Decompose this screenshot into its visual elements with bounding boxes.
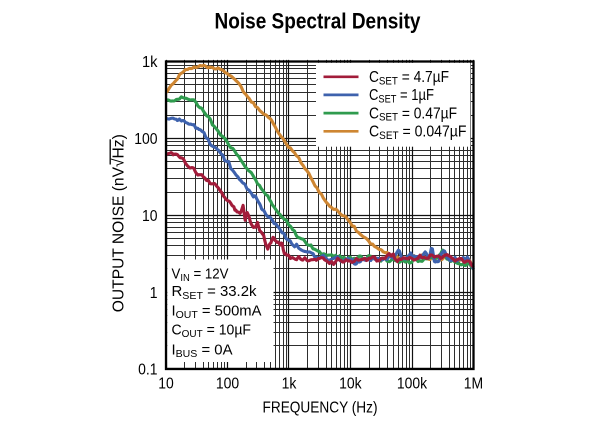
svg-text:100: 100 <box>134 131 158 148</box>
svg-text:100: 100 <box>216 376 239 393</box>
svg-text:10: 10 <box>142 208 158 225</box>
svg-text:0.1: 0.1 <box>138 362 157 379</box>
svg-text:1: 1 <box>150 285 158 302</box>
svg-text:10k: 10k <box>339 376 362 393</box>
svg-text:100k: 100k <box>397 376 428 393</box>
svg-text:OUTPUT NOISE (nV√Hz): OUTPUT NOISE (nV√Hz) <box>111 134 128 312</box>
svg-text:1M: 1M <box>464 376 483 393</box>
svg-text:10: 10 <box>158 376 174 393</box>
svg-text:1k: 1k <box>282 376 298 393</box>
svg-text:VIN = 12V: VIN = 12V <box>172 266 229 284</box>
svg-text:1k: 1k <box>142 54 158 71</box>
svg-text:Noise Spectral Density: Noise Spectral Density <box>215 9 422 34</box>
svg-text:FREQUENCY (Hz): FREQUENCY (Hz) <box>263 399 378 416</box>
